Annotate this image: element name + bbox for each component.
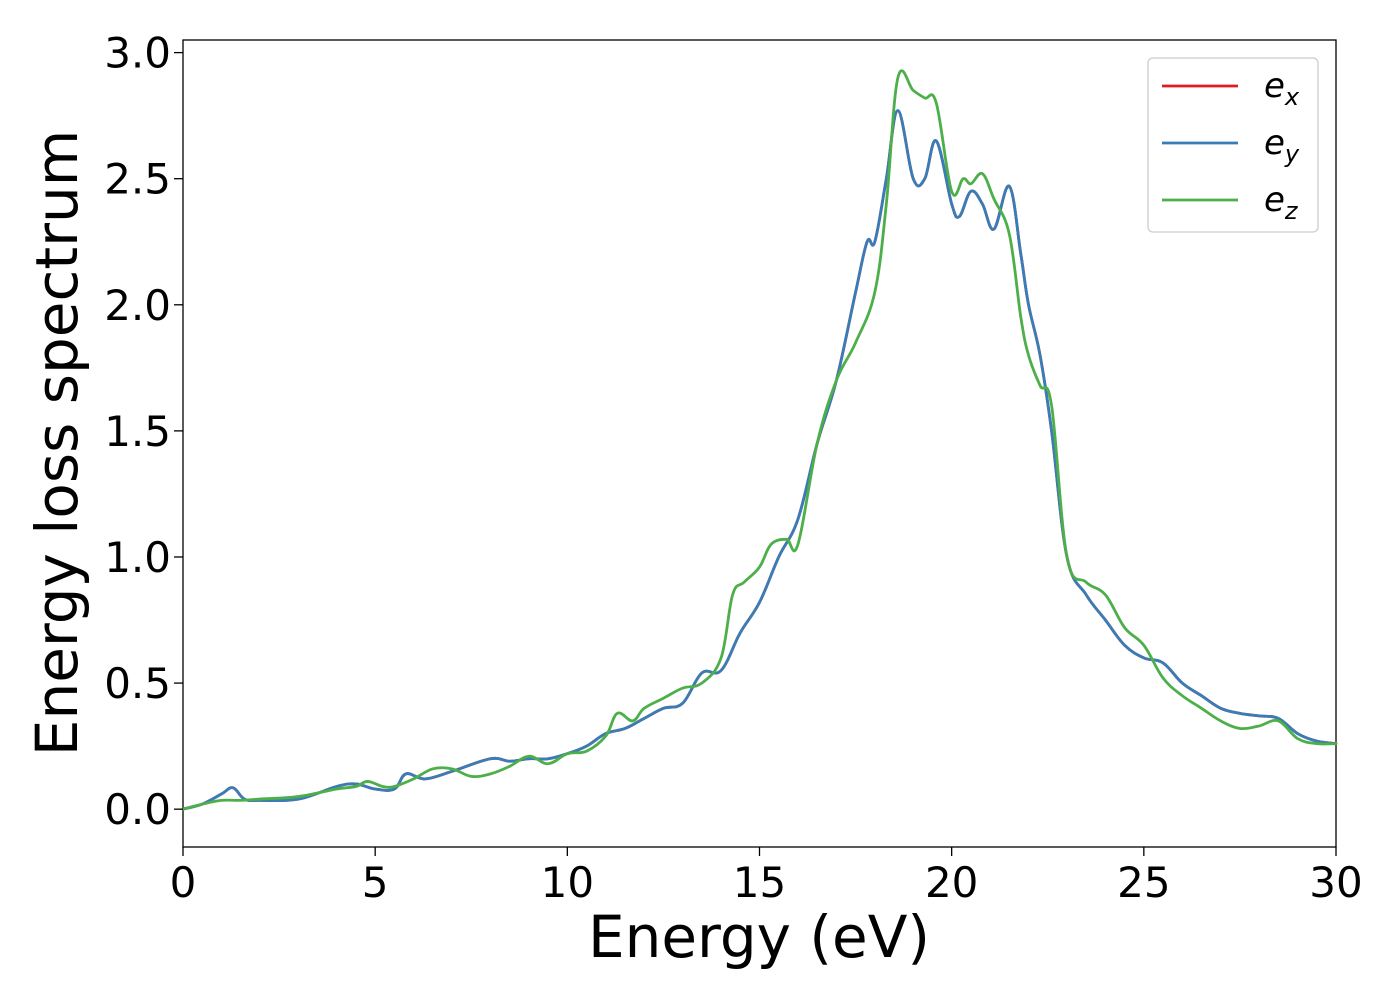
series-line-e-z — [181, 69, 1338, 811]
y-axis-ticks: 0.0 0.5 1.0 1.5 2.0 2.5 3.0 — [104, 29, 183, 834]
x-tick-label: 20 — [925, 858, 978, 907]
legend-box — [1147, 57, 1319, 233]
x-tick-label: 15 — [733, 858, 786, 907]
x-axis-title: Energy (eV) — [588, 903, 930, 971]
x-axis-ticks: 0 5 10 15 20 25 30 — [170, 847, 1363, 907]
legend-entries: ex ey ez — [1162, 66, 1300, 225]
x-tick-label: 25 — [1117, 858, 1170, 907]
y-tick-label: 1.5 — [104, 407, 171, 456]
y-tick-label: 1.0 — [104, 533, 171, 582]
y-tick-label: 0.5 — [104, 659, 171, 708]
legend-label-e-x: ex — [1264, 66, 1300, 111]
y-tick-label: 2.5 — [104, 155, 171, 204]
y-axis-title: Energy loss spectrum — [23, 130, 91, 756]
y-tick-label: 3.0 — [104, 29, 171, 78]
x-tick-label: 10 — [541, 858, 594, 907]
y-tick-label: 2.0 — [104, 281, 171, 330]
x-tick-label: 0 — [170, 858, 197, 907]
legend-label-e-y: ey — [1264, 123, 1300, 168]
series-line-e-y — [181, 109, 1338, 811]
x-tick-label: 5 — [362, 858, 389, 907]
series-layer — [181, 69, 1338, 811]
legend-label-e-z: ez — [1264, 180, 1299, 225]
x-tick-label: 30 — [1309, 858, 1362, 907]
legend: ex ey ez — [1147, 57, 1319, 233]
y-tick-label: 0.0 — [104, 785, 171, 834]
